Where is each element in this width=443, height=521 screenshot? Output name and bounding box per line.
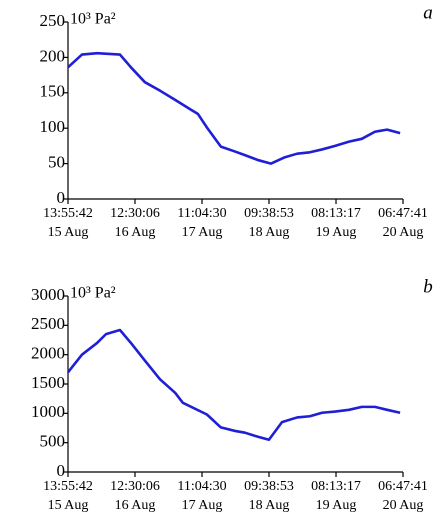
- x-tick-label: 06:47:41: [378, 206, 428, 221]
- x-tick-label: 09:38:53: [244, 206, 294, 221]
- y-tick-label: 1000: [31, 402, 65, 421]
- x-tick-date: 17 Aug: [182, 225, 223, 240]
- panel-label: a: [423, 2, 433, 23]
- x-tick-date: 18 Aug: [249, 498, 290, 513]
- unit-label: 10³ Pa²: [70, 285, 116, 302]
- x-tick-label: 09:38:53: [244, 479, 294, 494]
- x-tick-label: 11:04:30: [177, 479, 226, 494]
- x-tick-date: 20 Aug: [383, 498, 424, 513]
- x-tick-label: 06:47:41: [378, 479, 428, 494]
- x-tick-label: 13:55:42: [43, 206, 93, 221]
- x-tick-date: 19 Aug: [316, 225, 357, 240]
- y-tick-label: 100: [40, 117, 66, 136]
- x-tick-label: 08:13:17: [311, 206, 361, 221]
- x-tick-label: 13:55:42: [43, 479, 93, 494]
- x-tick-date: 20 Aug: [383, 225, 424, 240]
- y-tick-label: 50: [48, 153, 65, 172]
- x-tick-date: 16 Aug: [115, 498, 156, 513]
- y-tick-label: 1500: [31, 373, 65, 392]
- x-tick-date: 15 Aug: [48, 498, 89, 513]
- y-tick-label: 150: [40, 82, 66, 101]
- y-tick-label: 200: [40, 46, 66, 65]
- y-tick-label: 0: [57, 188, 66, 207]
- y-tick-label: 3000: [31, 285, 65, 304]
- y-tick-label: 500: [40, 432, 66, 451]
- y-tick-label: 250: [40, 11, 66, 30]
- x-tick-date: 19 Aug: [316, 498, 357, 513]
- x-tick-label: 08:13:17: [311, 479, 361, 494]
- y-tick-label: 2500: [31, 314, 65, 333]
- x-tick-date: 16 Aug: [115, 225, 156, 240]
- x-tick-date: 15 Aug: [48, 225, 89, 240]
- data-line: [67, 51, 401, 165]
- x-tick-label: 12:30:06: [110, 206, 160, 221]
- y-tick-label: 0: [57, 461, 66, 480]
- x-tick-label: 11:04:30: [177, 206, 226, 221]
- unit-label: 10³ Pa²: [70, 11, 116, 28]
- y-tick-label: 2000: [31, 344, 65, 363]
- x-tick-label: 12:30:06: [110, 479, 160, 494]
- x-tick-date: 17 Aug: [182, 498, 223, 513]
- panel-label: b: [423, 276, 433, 297]
- data-line: [66, 328, 401, 442]
- x-tick-date: 18 Aug: [249, 225, 290, 240]
